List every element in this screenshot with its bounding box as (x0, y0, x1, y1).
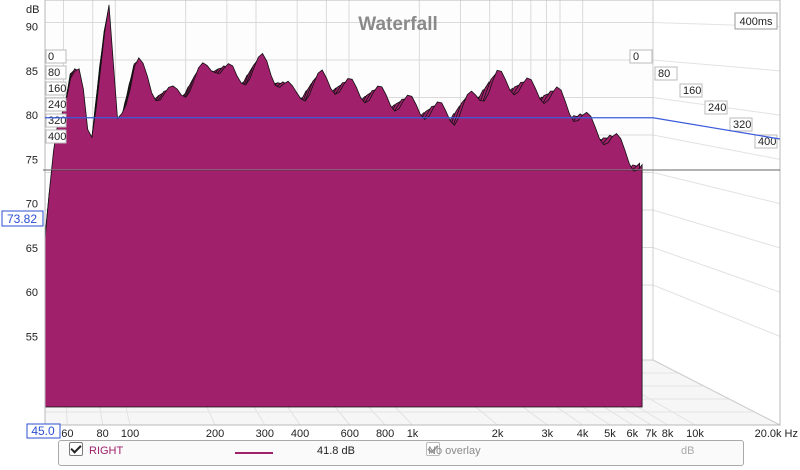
x-tick-label: 60 (61, 428, 73, 440)
y-tick-label: 60 (26, 287, 38, 299)
legend-bar: RIGHT 41.8 dB No overlay dB (58, 440, 744, 466)
time-tick-label-right: 320 (733, 119, 751, 131)
y-tick-label: 65 (26, 243, 38, 255)
time-tick-label-right: 240 (708, 102, 726, 114)
time-tick-label-right: 400 (758, 136, 776, 148)
x-tick-label: 10k (686, 428, 704, 440)
front-frame (44, 0, 781, 426)
y-axis: 55 60 65 70 75 80 85 90 (26, 22, 38, 344)
y-tick-label: 75 (26, 154, 38, 166)
time-tick-label-left: 0 (48, 51, 54, 63)
time-tick-box (704, 100, 728, 115)
time-tick-label-left: 240 (48, 99, 66, 111)
waterfall-slices (44, 4, 643, 408)
time-tick-label-right: 80 (658, 68, 670, 80)
x-tick-label: 80 (97, 428, 109, 440)
x-tick-label: 7k (645, 428, 657, 440)
time-tick-box (629, 49, 653, 64)
time-tick-box (754, 134, 778, 149)
x-tick-label: 1k (407, 428, 419, 440)
time-axis: 0 0 80 80 160 160 240 240 320 320 400 400 (45, 49, 778, 149)
time-tick-label-right: 0 (633, 51, 639, 63)
x-tick-label: 3k (541, 428, 553, 440)
x-tick-label: 6k (626, 428, 638, 440)
x-tick-label: 5k (604, 428, 616, 440)
overlay-checkbox[interactable] (426, 442, 441, 456)
series-visibility-checkbox[interactable] (69, 442, 83, 456)
series-level: 41.8 dB (317, 445, 355, 457)
y-floor-label: 45.0 (31, 424, 55, 438)
time-tick-label-left: 80 (48, 67, 60, 79)
y-tick-label: 85 (26, 66, 38, 78)
time-tick-label-left: 320 (48, 115, 66, 127)
series-color-swatch (235, 452, 273, 454)
time-tick-box (45, 129, 67, 144)
x-tick-label: 2k (492, 428, 504, 440)
y-tick-label: 90 (26, 22, 38, 34)
x-tick-label: 4k (577, 428, 589, 440)
time-tick-box (729, 117, 753, 132)
y-tick-label: 70 (26, 199, 38, 211)
time-window-label: 400ms (739, 16, 773, 28)
time-tick-box (679, 83, 703, 98)
reference-level-line-depth (652, 117, 781, 140)
overlay-unit: dB (681, 445, 695, 457)
y-tick-label: 80 (26, 110, 38, 122)
right-wall (652, 0, 781, 426)
chart-title: Waterfall (358, 14, 438, 35)
time-tick-box (45, 65, 67, 80)
cursor-overlay (43, 117, 781, 171)
waterfall-slice (44, 4, 643, 408)
y-floor-box[interactable]: 45.0 (26, 423, 61, 439)
x-tick-label: 100 (121, 428, 139, 440)
y-tick-label: 55 (26, 331, 38, 343)
time-tick-box (45, 49, 67, 64)
time-tick-label-left: 160 (48, 83, 66, 95)
cursor-value-box[interactable]: 73.82 (1, 210, 44, 227)
x-tick-label: 300 (256, 428, 274, 440)
cursor-value: 73.82 (7, 212, 37, 226)
x-tick-label: 20.0k Hz (755, 428, 798, 440)
time-tick-label-left: 400 (48, 131, 66, 143)
x-tick-label: 200 (206, 428, 224, 440)
y-axis-unit: dB (26, 4, 39, 16)
x-tick-label: 800 (376, 428, 394, 440)
x-tick-label: 600 (341, 428, 359, 440)
x-tick-label: 8k (662, 428, 674, 440)
time-tick-box (45, 81, 67, 96)
time-window-badge[interactable]: 400ms (734, 12, 778, 30)
time-tick-box (654, 66, 678, 81)
overlay-label: No overlay (428, 445, 481, 457)
series-name: RIGHT (89, 445, 124, 457)
x-axis: 60 80 100 200 300 400 600 800 1k 2k 3k 4k 5k 6k 7k 8k 10… (61, 428, 798, 440)
time-tick-label-right: 160 (683, 85, 701, 97)
x-tick-label: 400 (291, 428, 309, 440)
time-tick-box (45, 97, 67, 112)
